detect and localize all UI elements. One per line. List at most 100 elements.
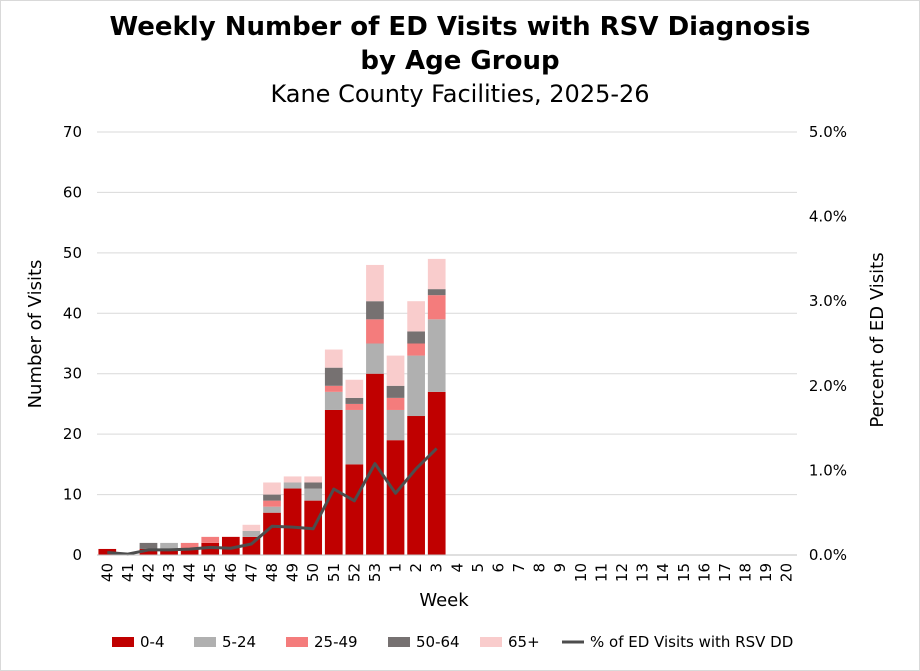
y2-tick-label: 4.0% xyxy=(809,208,847,226)
legend-label: 25-49 xyxy=(314,633,358,651)
legend-swatch xyxy=(286,637,308,647)
x-tick-label: 46 xyxy=(222,563,240,582)
x-tick-label: 20 xyxy=(778,563,796,582)
y-tick-label: 0 xyxy=(72,546,82,564)
bar-segment-5-24 xyxy=(366,343,384,374)
bar-segment-0-4 xyxy=(160,548,178,555)
bar-segment-0-4 xyxy=(324,409,343,555)
y-tick-label: 20 xyxy=(63,425,82,443)
y-tick-label: 40 xyxy=(63,304,82,322)
bar-segment-50-64 xyxy=(427,289,446,296)
bar-segment-5-24 xyxy=(427,319,446,392)
bar-segment-25-49 xyxy=(324,385,343,392)
y-tick-label: 10 xyxy=(63,486,82,504)
bar-segment-5-24 xyxy=(407,355,425,417)
x-tick-label: 19 xyxy=(757,563,775,582)
bar-segment-50-64 xyxy=(407,331,425,344)
bar-segment-25-49 xyxy=(180,542,199,549)
x-tick-label: 10 xyxy=(572,563,590,582)
y2-tick-label: 5.0% xyxy=(809,123,847,141)
bar-segment-65+ xyxy=(407,301,425,332)
bar-segment-25-49 xyxy=(386,397,405,410)
legend: 0-4 5-24 25-49 50-64 65+ % of ED Visits with … xyxy=(112,633,793,651)
x-tick-label: 18 xyxy=(737,563,755,582)
legend-label: 0-4 xyxy=(140,633,165,651)
bar-segment-0-4 xyxy=(386,440,405,555)
y2-tick-label: 2.0% xyxy=(809,377,847,395)
legend-label: 5-24 xyxy=(222,633,256,651)
axes: 0 10 20 30 40 50 60 70 0.0% 1.0% 2.0% 3.0% 4.0% 5.0% 4… xyxy=(63,123,847,582)
legend-label: 50-64 xyxy=(416,633,460,651)
bar-segment-25-49 xyxy=(263,500,281,507)
x-tick-label: 47 xyxy=(242,563,260,582)
bar-segment-50-64 xyxy=(366,301,384,320)
bar-segment-65+ xyxy=(263,482,281,495)
y2-tick-label: 1.0% xyxy=(809,461,847,479)
x-tick-label: 7 xyxy=(510,563,528,573)
x-tick-label: 48 xyxy=(263,563,281,582)
gridlines xyxy=(97,131,797,496)
x-tick-label: 11 xyxy=(592,563,610,582)
x-tick-label: 8 xyxy=(531,563,549,573)
bar-segment-25-49 xyxy=(427,295,446,320)
x-tick-label: 43 xyxy=(160,563,178,582)
x-tick-label: 9 xyxy=(551,563,569,573)
x-tick-label: 15 xyxy=(675,563,693,582)
bar-segment-0-4 xyxy=(407,416,425,555)
x-tick-label: 13 xyxy=(634,563,652,582)
x-tick-label: 6 xyxy=(489,563,507,573)
bar-segment-0-4 xyxy=(283,488,302,555)
rsv-percent-line xyxy=(107,447,438,556)
x-tick-label: 16 xyxy=(695,563,713,582)
y2-axis-title: Percent of ED Visits xyxy=(867,252,888,427)
bar-segment-5-24 xyxy=(283,482,302,489)
bar-segment-5-24 xyxy=(242,530,261,537)
bar-segment-5-24 xyxy=(263,506,281,513)
bars xyxy=(98,258,446,555)
x-tick-label: 50 xyxy=(304,563,322,582)
bar-segment-5-24 xyxy=(386,409,405,441)
y2-tick-label: 0.0% xyxy=(809,546,847,564)
bar-segment-65+ xyxy=(242,524,261,531)
bar-segment-5-24 xyxy=(304,488,323,501)
x-tick-label: 53 xyxy=(366,563,384,582)
bar-segment-50-64 xyxy=(139,542,158,549)
bar-segment-0-4 xyxy=(201,542,220,555)
legend-label: % of ED Visits with RSV DD xyxy=(590,633,793,651)
x-tick-label: 40 xyxy=(98,563,116,582)
x-tick-label: 3 xyxy=(428,563,446,573)
x-tick-label: 49 xyxy=(284,563,302,582)
y-tick-label: 30 xyxy=(63,365,82,383)
x-tick-label: 5 xyxy=(469,563,487,573)
x-tick-label: 44 xyxy=(181,563,199,582)
legend-label: 65+ xyxy=(508,633,540,651)
bar-segment-65+ xyxy=(324,349,343,368)
y-tick-label: 60 xyxy=(63,183,82,201)
chart-title-line2: by Age Group xyxy=(360,46,560,76)
bar-segment-65+ xyxy=(283,476,302,483)
bar-segment-50-64 xyxy=(345,397,364,404)
bar-segment-0-4 xyxy=(263,512,281,555)
bar-segment-0-4 xyxy=(345,464,364,555)
bar-segment-50-64 xyxy=(263,494,281,501)
x-tick-label: 4 xyxy=(448,563,466,573)
x-tick-label: 52 xyxy=(345,563,363,582)
bar-segment-25-49 xyxy=(366,319,384,344)
chart-subtitle: Kane County Facilities, 2025-26 xyxy=(270,80,650,108)
bar-segment-5-24 xyxy=(345,409,364,465)
y2-tick-label: 3.0% xyxy=(809,292,847,310)
y-tick-label: 50 xyxy=(63,244,82,262)
bar-segment-25-49 xyxy=(407,343,425,356)
bar-segment-5-24 xyxy=(324,391,343,410)
bar-segment-65+ xyxy=(427,258,446,290)
x-tick-label: 51 xyxy=(325,563,343,582)
bar-segment-25-49 xyxy=(345,403,364,410)
bar-segment-0-4 xyxy=(427,391,446,555)
bar-segment-0-4 xyxy=(98,548,117,555)
x-tick-label: 41 xyxy=(119,563,137,582)
y-axis-title: Number of Visits xyxy=(25,260,46,409)
bar-segment-0-4 xyxy=(180,548,199,555)
x-tick-label: 14 xyxy=(654,563,672,582)
